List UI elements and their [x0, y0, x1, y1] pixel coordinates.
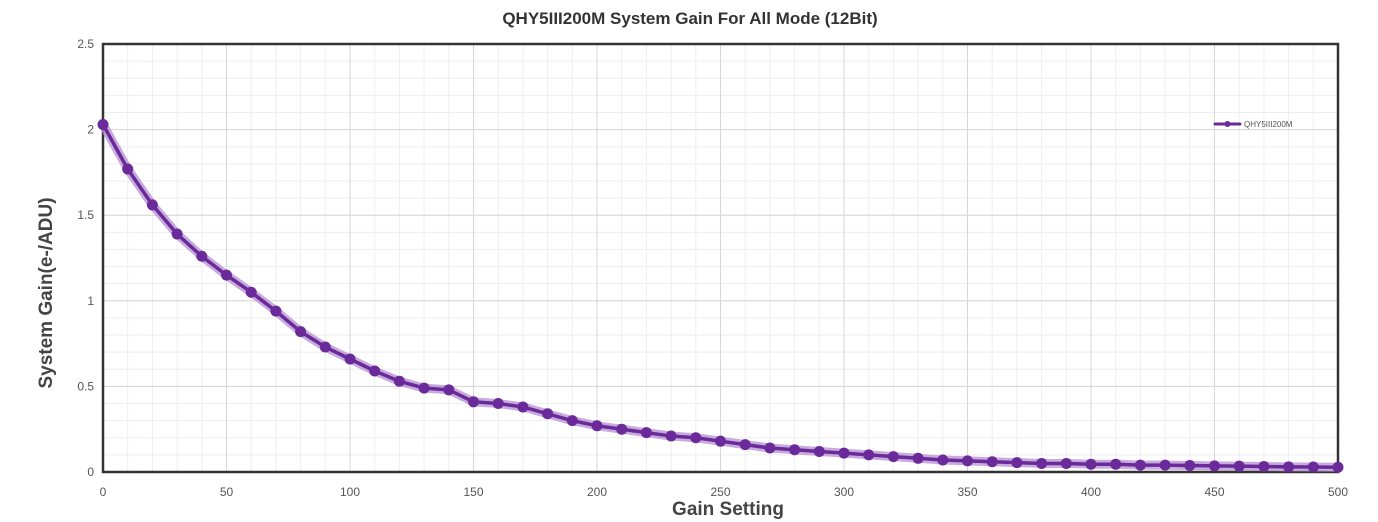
data-point[interactable]: [838, 447, 850, 459]
data-point[interactable]: [122, 163, 134, 175]
x-tick-label: 150: [463, 485, 483, 499]
x-tick-label: 300: [834, 485, 854, 499]
data-point[interactable]: [1134, 459, 1146, 471]
y-tick-label: 2: [87, 123, 94, 137]
data-point[interactable]: [517, 401, 529, 413]
data-point[interactable]: [542, 408, 554, 420]
data-point[interactable]: [1233, 460, 1245, 472]
data-point[interactable]: [566, 415, 578, 427]
x-tick-label: 350: [957, 485, 977, 499]
data-point[interactable]: [912, 452, 924, 464]
data-point[interactable]: [492, 398, 504, 410]
data-point[interactable]: [221, 269, 232, 281]
y-axis-ticks: 0 0.5 1 1.5 2 2.5: [77, 37, 94, 479]
data-point[interactable]: [690, 432, 702, 444]
data-point[interactable]: [319, 341, 331, 353]
legend-dot-marker: [1224, 121, 1231, 127]
data-point[interactable]: [1307, 461, 1319, 473]
data-point[interactable]: [962, 455, 973, 467]
data-point[interactable]: [1011, 457, 1023, 469]
data-point[interactable]: [1184, 459, 1196, 471]
data-point[interactable]: [764, 442, 776, 454]
data-point[interactable]: [789, 444, 801, 456]
x-axis-ticks: 0 50 100 150 200 250 300 350 400 450 500: [100, 485, 1349, 499]
data-point[interactable]: [1036, 457, 1048, 469]
chart-title: QHY5III200M System Gain For All Mode (12…: [502, 9, 877, 28]
plot-border: [101, 42, 1340, 474]
data-point[interactable]: [270, 305, 282, 317]
data-point[interactable]: [1110, 458, 1122, 470]
x-tick-label: 500: [1328, 485, 1348, 499]
x-axis-label: Gain Setting: [672, 499, 784, 520]
data-point[interactable]: [715, 435, 726, 447]
legend-series-label: QHY5III200M: [1244, 120, 1293, 129]
data-point[interactable]: [171, 228, 183, 240]
data-point[interactable]: [443, 384, 455, 396]
data-point[interactable]: [1085, 458, 1097, 470]
data-point[interactable]: [97, 118, 109, 130]
y-tick-label: 0: [87, 465, 94, 479]
series-layer: [97, 118, 1344, 473]
x-tick-label: 100: [340, 485, 360, 499]
data-point[interactable]: [344, 353, 356, 365]
data-point[interactable]: [369, 365, 381, 377]
data-point[interactable]: [887, 451, 899, 463]
data-point[interactable]: [1332, 461, 1344, 473]
data-point[interactable]: [937, 454, 949, 466]
x-tick-label: 450: [1204, 485, 1224, 499]
data-point[interactable]: [739, 439, 751, 451]
x-tick-label: 0: [100, 485, 107, 499]
data-point[interactable]: [665, 430, 677, 442]
x-tick-label: 250: [710, 485, 730, 499]
x-tick-label: 200: [587, 485, 607, 499]
data-point[interactable]: [468, 396, 479, 408]
data-point[interactable]: [616, 423, 628, 435]
data-point[interactable]: [418, 382, 430, 394]
y-tick-label: 2.5: [77, 37, 94, 51]
data-point[interactable]: [1283, 461, 1295, 473]
data-point[interactable]: [393, 375, 405, 387]
data-point[interactable]: [813, 445, 825, 457]
y-tick-label: 1: [87, 294, 94, 308]
plot-frame: [101, 42, 1340, 474]
data-point[interactable]: [146, 199, 158, 211]
data-point[interactable]: [863, 449, 875, 461]
legend[interactable]: QHY5III200M: [1213, 120, 1293, 129]
data-point[interactable]: [1209, 460, 1220, 472]
data-point[interactable]: [245, 286, 257, 298]
data-point[interactable]: [1159, 459, 1171, 471]
data-point[interactable]: [591, 420, 603, 432]
x-tick-label: 400: [1081, 485, 1101, 499]
data-point[interactable]: [640, 427, 652, 439]
data-point[interactable]: [295, 326, 307, 338]
y-tick-label: 0.5: [77, 379, 94, 393]
data-point[interactable]: [986, 456, 998, 468]
y-tick-label: 1.5: [77, 208, 94, 222]
data-point[interactable]: [1258, 461, 1270, 473]
data-point[interactable]: [196, 250, 208, 262]
data-point[interactable]: [1060, 457, 1072, 469]
y-axis-label: System Gain(e-/ADU): [36, 197, 57, 388]
x-tick-label: 50: [220, 485, 234, 499]
